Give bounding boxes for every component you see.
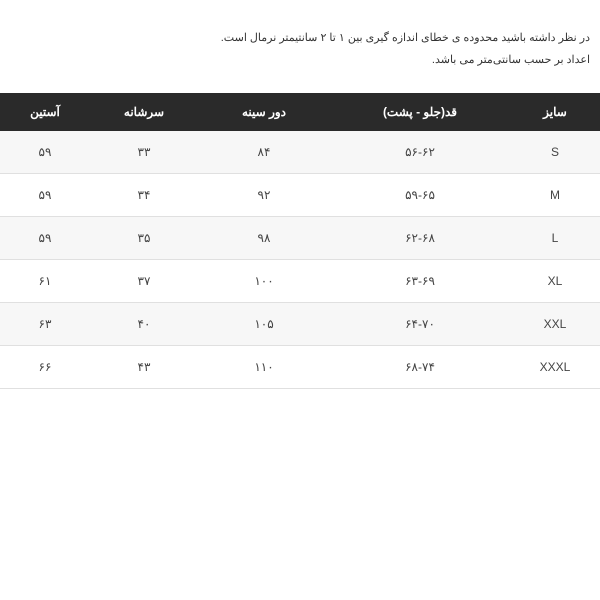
table-body: S ۵۶-۶۲ ۸۴ ۳۳ ۵۹ M ۵۹-۶۵ ۹۲ ۳۴ ۵۹ L ۶۲-۶… [0, 131, 600, 389]
cell-size: XL [510, 260, 600, 303]
cell-size: XXL [510, 303, 600, 346]
header-chest: دور سینه [198, 93, 330, 131]
cell-length: ۵۹-۶۵ [330, 174, 510, 217]
cell-chest: ۹۸ [198, 217, 330, 260]
cell-length: ۶۸-۷۴ [330, 346, 510, 389]
cell-chest: ۹۲ [198, 174, 330, 217]
table-row: XL ۶۳-۶۹ ۱۰۰ ۳۷ ۶۱ [0, 260, 600, 303]
header-shoulder: سرشانه [90, 93, 198, 131]
table-row: L ۶۲-۶۸ ۹۸ ۳۵ ۵۹ [0, 217, 600, 260]
cell-sleeve: ۶۱ [0, 260, 90, 303]
size-table: سایز قد(جلو - پشت) دور سینه سرشانه آستین… [0, 93, 600, 389]
header-sleeve: آستین [0, 93, 90, 131]
cell-shoulder: ۳۷ [90, 260, 198, 303]
cell-shoulder: ۴۰ [90, 303, 198, 346]
cell-sleeve: ۵۹ [0, 174, 90, 217]
table-row: XXXL ۶۸-۷۴ ۱۱۰ ۴۳ ۶۶ [0, 346, 600, 389]
cell-shoulder: ۳۳ [90, 131, 198, 174]
size-chart-container: در نظر داشته باشید محدوده ی خطای اندازه … [0, 0, 600, 389]
cell-length: ۶۳-۶۹ [330, 260, 510, 303]
unit-note: اعداد بر حسب سانتی‌متر می باشد. [0, 52, 600, 74]
cell-chest: ۱۰۰ [198, 260, 330, 303]
cell-sleeve: ۶۳ [0, 303, 90, 346]
header-size: سایز [510, 93, 600, 131]
table-row: M ۵۹-۶۵ ۹۲ ۳۴ ۵۹ [0, 174, 600, 217]
cell-length: ۵۶-۶۲ [330, 131, 510, 174]
table-row: XXL ۶۴-۷۰ ۱۰۵ ۴۰ ۶۳ [0, 303, 600, 346]
cell-size: M [510, 174, 600, 217]
cell-shoulder: ۳۵ [90, 217, 198, 260]
cell-size: L [510, 217, 600, 260]
error-note: در نظر داشته باشید محدوده ی خطای اندازه … [0, 30, 600, 52]
cell-sleeve: ۵۹ [0, 217, 90, 260]
cell-length: ۶۴-۷۰ [330, 303, 510, 346]
cell-sleeve: ۵۹ [0, 131, 90, 174]
cell-length: ۶۲-۶۸ [330, 217, 510, 260]
table-header-row: سایز قد(جلو - پشت) دور سینه سرشانه آستین [0, 93, 600, 131]
cell-chest: ۸۴ [198, 131, 330, 174]
cell-chest: ۱۱۰ [198, 346, 330, 389]
cell-size: S [510, 131, 600, 174]
cell-shoulder: ۳۴ [90, 174, 198, 217]
header-length: قد(جلو - پشت) [330, 93, 510, 131]
cell-chest: ۱۰۵ [198, 303, 330, 346]
cell-sleeve: ۶۶ [0, 346, 90, 389]
table-row: S ۵۶-۶۲ ۸۴ ۳۳ ۵۹ [0, 131, 600, 174]
cell-size: XXXL [510, 346, 600, 389]
cell-shoulder: ۴۳ [90, 346, 198, 389]
